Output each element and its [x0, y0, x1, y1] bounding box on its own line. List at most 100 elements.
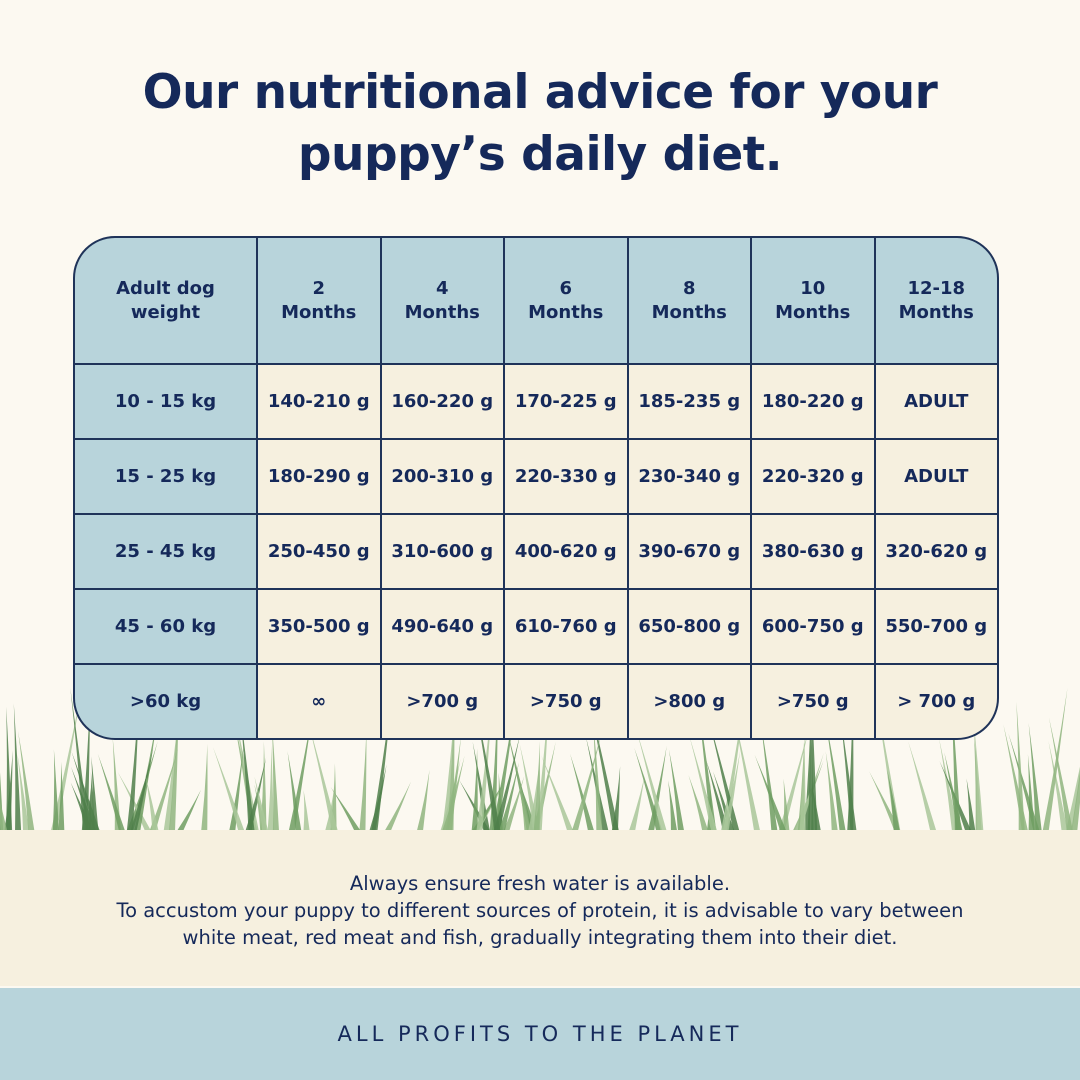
grass-blade: [330, 763, 337, 830]
notes: Always ensure fresh water is available. T…: [0, 870, 1080, 951]
grass-blade: [447, 691, 455, 830]
table-cell: 400-620 g: [505, 515, 627, 588]
table-cell: 350-500 g: [258, 590, 380, 663]
table-cell: 200-310 g: [381, 440, 503, 513]
grass-blade: [518, 782, 531, 830]
table-cell: 310-600 g: [381, 515, 503, 588]
grass-blade: [359, 728, 367, 830]
grass-blade: [13, 703, 22, 830]
grass-blade: [0, 801, 7, 830]
grass-blade: [887, 770, 900, 830]
grass-blade: [668, 780, 677, 830]
grass-blade: [541, 755, 573, 830]
table-cell: 160-220 g: [381, 365, 503, 438]
table-cell: >750 g: [505, 665, 627, 738]
grass-blade: [308, 722, 338, 830]
grass-blade: [966, 778, 976, 830]
grass-blade: [783, 778, 790, 830]
table-cell: 220-330 g: [505, 440, 627, 513]
grass-blade: [58, 761, 65, 830]
grass-blade: [636, 730, 667, 830]
grass-blade: [52, 749, 59, 830]
table-cell: 180-220 g: [752, 365, 874, 438]
grass-blade: [1003, 724, 1028, 830]
grass-blade: [1028, 722, 1042, 830]
grass-blade: [177, 789, 202, 830]
table-cell: 230-340 g: [628, 440, 750, 513]
grass-blade: [611, 766, 621, 830]
grass-blade: [6, 706, 13, 830]
grass-blade: [212, 747, 245, 830]
row-header: 25 - 45 kg: [75, 515, 256, 588]
grass-blade: [267, 745, 274, 830]
table-cell: 650-800 g: [628, 590, 750, 663]
row-header: 45 - 60 kg: [75, 590, 256, 663]
column-header: 8 Months: [628, 238, 750, 363]
note-line: To accustom your puppy to different sour…: [116, 899, 964, 922]
table-cell: 220-320 g: [752, 440, 874, 513]
row-header: >60 kg: [75, 665, 256, 738]
title-line: puppy’s daily diet.: [297, 127, 783, 182]
table-cell: 180-290 g: [258, 440, 380, 513]
grass-blade: [81, 693, 91, 830]
grass-blade: [1048, 717, 1073, 830]
grass-blade: [847, 689, 854, 830]
grass-blade: [97, 753, 125, 830]
grass-blade: [869, 771, 900, 830]
grass-blade: [442, 715, 455, 830]
grass-blade: [533, 741, 540, 830]
notes-band: [0, 830, 1080, 986]
grass-blade: [825, 751, 838, 830]
table-cell: ∞: [258, 665, 380, 738]
grass-blade: [535, 690, 550, 830]
grass-blade: [689, 735, 717, 830]
grass-blade: [112, 737, 121, 830]
grass-blade: [1066, 766, 1080, 830]
grass-blade: [634, 747, 662, 830]
table-cell: 250-450 g: [258, 515, 380, 588]
note-line: white meat, red meat and fish, gradually…: [182, 926, 898, 949]
feeding-table: Adult dog weight 2 Months 4 Months 6 Months…: [73, 236, 999, 740]
title-line: Our nutritional advice for your: [142, 65, 938, 120]
footer: ALL PROFITS TO THE PLANET: [0, 988, 1080, 1080]
grass-blade: [330, 786, 361, 830]
grass-blade: [303, 789, 310, 830]
column-header: 6 Months: [505, 238, 627, 363]
table-cell: >700 g: [381, 665, 503, 738]
grass-blade: [17, 754, 30, 830]
grass-blade: [417, 769, 430, 830]
table-cell: 390-670 g: [628, 515, 750, 588]
grass-blade: [471, 748, 478, 830]
table-cell: > 700 g: [875, 665, 997, 738]
table-cell: 610-760 g: [505, 590, 627, 663]
grass-blade: [754, 754, 786, 830]
table-cell: ADULT: [875, 365, 997, 438]
table-cell: 490-640 g: [381, 590, 503, 663]
grass-blade: [1008, 733, 1040, 830]
grass-blade: [287, 751, 302, 830]
column-header: 10 Months: [752, 238, 874, 363]
grass-blade: [519, 743, 540, 830]
table-cell: 320-620 g: [875, 515, 997, 588]
grass-blade: [668, 749, 684, 830]
column-header: 2 Months: [258, 238, 380, 363]
grass-blade: [201, 743, 208, 830]
grass-blade: [1071, 771, 1080, 830]
grass-blade: [939, 738, 958, 830]
grass-blade: [71, 751, 100, 830]
grass-blade: [944, 752, 963, 830]
grass-blade: [169, 688, 180, 830]
table-cell: >750 g: [752, 665, 874, 738]
grass-blade: [271, 722, 279, 830]
grass-blade: [839, 712, 857, 830]
table-cell: 140-210 g: [258, 365, 380, 438]
grass-blade: [908, 741, 937, 830]
title: Our nutritional advice for your puppy’s d…: [0, 62, 1080, 186]
grass-blade: [254, 776, 268, 830]
column-header: 12-18 Months: [875, 238, 997, 363]
grass-blade: [385, 781, 412, 830]
grass-blade: [1048, 740, 1068, 830]
table-cell: 170-225 g: [505, 365, 627, 438]
grass-blade: [811, 782, 821, 830]
